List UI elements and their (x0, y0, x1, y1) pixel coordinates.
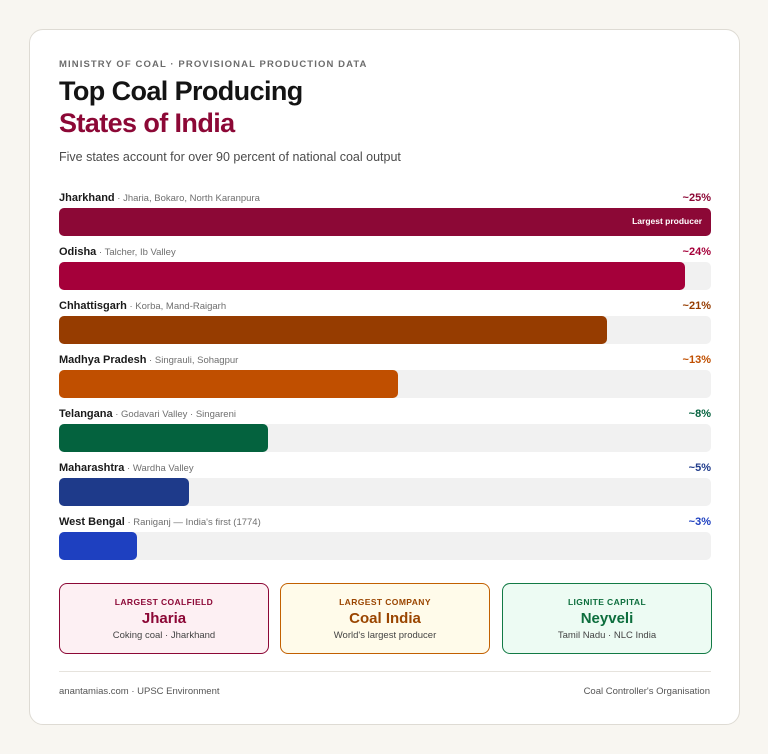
bar-track (59, 262, 711, 290)
bar-track (59, 532, 711, 560)
bar (59, 370, 398, 398)
source-kicker: MINISTRY OF COAL · PROVISIONAL PRODUCTIO… (59, 59, 368, 70)
bar-row: Chhattisgarh · Korba, Mand-Raigarh ~21% (59, 300, 711, 354)
bar-annotation: Largest producer (632, 216, 702, 226)
bar (59, 316, 607, 344)
state-name: Odisha (59, 246, 97, 258)
share-value-label: ~25% (682, 192, 711, 204)
fact-box: LARGEST COALFIELD Jharia Coking coal · Jha… (59, 583, 269, 654)
fact-boxes: LARGEST COALFIELD Jharia Coking coal · Jha… (59, 583, 712, 654)
coalfield-list: Singrauli, Sohagpur (154, 355, 239, 366)
state-name: West Bengal (59, 516, 125, 528)
bar (59, 478, 189, 506)
coalfield-list: Wardha Valley (132, 463, 194, 474)
share-value-label: ~24% (682, 246, 711, 258)
page-title: Top Coal Producing (59, 76, 303, 106)
region-separator: · (146, 355, 155, 366)
share-value-label: ~8% (688, 408, 711, 420)
bar-track: Largest producer (59, 208, 711, 236)
coalfield-list: Talcher, Ib Valley (104, 247, 176, 258)
region-separator: · (124, 463, 133, 474)
bar-row-header: West Bengal · Raniganj — India's first (… (59, 516, 711, 530)
fact-box-label: LIGNITE CAPITAL (567, 597, 647, 607)
fact-box-description: World's largest producer (333, 630, 437, 641)
bar (59, 532, 137, 560)
fact-box-description: Tamil Nadu · NLC India (557, 630, 657, 641)
region-separator: · (114, 193, 124, 204)
bar: Largest producer (59, 208, 711, 236)
bar-row-header: Odisha · Talcher, Ib Valley ~24% (59, 246, 711, 260)
fact-box-value: Coal India (349, 610, 421, 627)
page-title-accent: States of India (59, 108, 235, 138)
fact-box-description: Coking coal · Jharkhand (112, 630, 216, 641)
region-separator: · (112, 409, 122, 420)
page-subtitle: Five states account for over 90 percent … (59, 150, 401, 164)
bar-row: Telangana · Godavari Valley · Singareni ~… (59, 408, 711, 462)
bar-track (59, 370, 711, 398)
fact-box: LARGEST COMPANY Coal India World's largest… (280, 583, 490, 654)
chart-card: MINISTRY OF COAL · PROVISIONAL PRODUCTIO… (29, 29, 740, 725)
state-name: Telangana (59, 408, 113, 420)
bar (59, 424, 268, 452)
share-value-label: ~5% (688, 462, 711, 474)
share-value-label: ~13% (682, 354, 711, 366)
region-separator: · (124, 517, 134, 528)
bar-row-header: Chhattisgarh · Korba, Mand-Raigarh ~21% (59, 300, 711, 314)
bar-row: West Bengal · Raniganj — India's first (… (59, 516, 711, 570)
fact-box-value: Jharia (141, 610, 187, 627)
share-value-label: ~3% (688, 516, 711, 528)
footer-source: Coal Controller's Organisation (583, 686, 710, 697)
bar-row-header: Telangana · Godavari Valley · Singareni ~… (59, 408, 711, 422)
state-name: Madhya Pradesh (59, 354, 147, 366)
state-name: Maharashtra (59, 462, 125, 474)
bar-track (59, 316, 711, 344)
bar-track (59, 424, 711, 452)
state-name: Chhattisgarh (59, 300, 127, 312)
coalfield-list: Korba, Mand-Raigarh (135, 301, 227, 312)
fact-box-label: LARGEST COALFIELD (114, 597, 214, 607)
state-name: Jharkhand (59, 192, 115, 204)
bar-row: Jharkhand · Jharia, Bokaro, North Karanp… (59, 192, 711, 246)
share-value-label: ~21% (682, 300, 711, 312)
coalfield-list: Raniganj — India's first (1774) (133, 517, 261, 528)
bar-row-header: Jharkhand · Jharia, Bokaro, North Karanp… (59, 192, 711, 206)
bar-row-header: Maharashtra · Wardha Valley ~5% (59, 462, 711, 476)
fact-box: LIGNITE CAPITAL Neyveli Tamil Nadu · NLC I… (502, 583, 712, 654)
bar-chart: Jharkhand · Jharia, Bokaro, North Karanp… (59, 192, 711, 570)
bar (59, 262, 685, 290)
bar-row-header: Madhya Pradesh · Singrauli, Sohagpur ~13% (59, 354, 711, 368)
coalfield-list: Jharia, Bokaro, North Karanpura (123, 193, 260, 204)
region-separator: · (126, 301, 136, 312)
bar-row: Madhya Pradesh · Singrauli, Sohagpur ~13% (59, 354, 711, 408)
bar-track (59, 478, 711, 506)
footer-divider (59, 671, 711, 672)
fact-box-label: LARGEST COMPANY (339, 597, 431, 607)
bar-row: Odisha · Talcher, Ib Valley ~24% (59, 246, 711, 300)
region-separator: · (96, 247, 105, 258)
fact-box-value: Neyveli (580, 610, 634, 627)
coalfield-list: Godavari Valley · Singareni (121, 409, 236, 420)
footer-credit: anantamias.com · UPSC Environment (59, 686, 220, 697)
bar-row: Maharashtra · Wardha Valley ~5% (59, 462, 711, 516)
